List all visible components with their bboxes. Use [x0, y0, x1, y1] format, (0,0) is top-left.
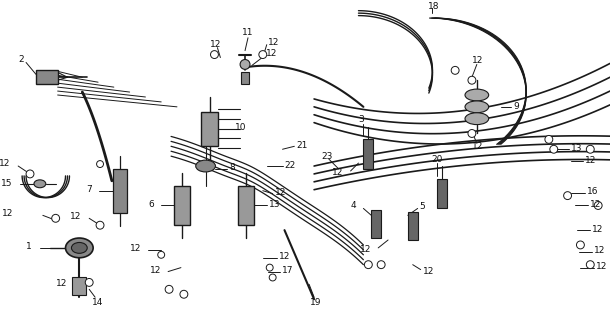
Text: 19: 19 — [310, 298, 321, 307]
Text: 13: 13 — [570, 144, 582, 153]
Text: 11: 11 — [242, 28, 254, 37]
Text: 3: 3 — [359, 115, 364, 124]
Ellipse shape — [65, 238, 93, 258]
Text: 12: 12 — [209, 40, 221, 49]
Text: 12: 12 — [592, 225, 604, 234]
Circle shape — [165, 285, 173, 293]
Circle shape — [564, 192, 572, 200]
Text: 20: 20 — [431, 155, 443, 164]
Circle shape — [468, 130, 476, 137]
Text: 12: 12 — [0, 159, 10, 168]
Text: 2: 2 — [18, 55, 24, 64]
Text: 12: 12 — [2, 209, 13, 218]
Circle shape — [269, 274, 276, 281]
Text: 12: 12 — [150, 266, 161, 275]
Circle shape — [180, 290, 188, 298]
Text: 9: 9 — [514, 102, 519, 111]
Text: 21: 21 — [296, 141, 307, 150]
Bar — [238, 186, 254, 225]
Text: 22: 22 — [284, 161, 296, 170]
Text: 6: 6 — [149, 200, 154, 209]
Circle shape — [364, 261, 372, 268]
Bar — [113, 169, 127, 213]
Text: 17: 17 — [282, 266, 293, 275]
Ellipse shape — [71, 243, 87, 253]
Text: 12: 12 — [423, 267, 434, 276]
Text: 12: 12 — [279, 252, 290, 261]
Bar — [364, 140, 373, 169]
Circle shape — [468, 76, 476, 84]
Circle shape — [240, 60, 250, 69]
Text: 7: 7 — [87, 185, 92, 194]
Ellipse shape — [34, 180, 46, 188]
Ellipse shape — [196, 160, 215, 172]
Bar — [241, 72, 249, 84]
Text: 12: 12 — [586, 156, 597, 164]
Ellipse shape — [465, 101, 489, 113]
Text: 12: 12 — [590, 200, 601, 209]
Text: 12: 12 — [360, 245, 371, 254]
Circle shape — [26, 170, 34, 178]
Ellipse shape — [465, 89, 489, 101]
Text: 12: 12 — [274, 188, 286, 197]
Text: 12: 12 — [472, 142, 483, 151]
Text: 12: 12 — [332, 168, 343, 177]
Bar — [73, 277, 86, 295]
Text: 23: 23 — [321, 152, 332, 161]
Text: 12: 12 — [266, 49, 277, 58]
Text: 12: 12 — [268, 38, 279, 47]
Text: 5: 5 — [420, 202, 425, 211]
Text: 14: 14 — [92, 298, 104, 307]
Circle shape — [96, 161, 104, 167]
Bar — [174, 186, 190, 225]
Bar — [371, 211, 381, 238]
Circle shape — [545, 135, 553, 143]
Circle shape — [377, 261, 385, 268]
Text: 12: 12 — [472, 56, 483, 65]
Text: 13: 13 — [269, 200, 280, 209]
Circle shape — [158, 251, 165, 258]
Text: 12: 12 — [56, 279, 68, 288]
Text: 12: 12 — [70, 212, 81, 221]
Text: 10: 10 — [235, 123, 246, 132]
Text: 12: 12 — [596, 262, 608, 271]
Bar — [437, 179, 447, 208]
Text: 15: 15 — [1, 179, 12, 188]
Text: 18: 18 — [428, 2, 439, 11]
Text: 12: 12 — [130, 244, 142, 253]
Text: 12: 12 — [594, 246, 606, 255]
Circle shape — [576, 241, 584, 249]
Bar — [36, 70, 57, 84]
Circle shape — [266, 264, 273, 271]
Circle shape — [586, 145, 594, 153]
Bar — [201, 112, 218, 146]
Text: 8: 8 — [229, 164, 235, 172]
Text: 1: 1 — [26, 243, 32, 252]
Circle shape — [52, 214, 60, 222]
Text: 4: 4 — [351, 201, 356, 210]
Circle shape — [586, 261, 594, 268]
Circle shape — [85, 278, 93, 286]
Circle shape — [96, 221, 104, 229]
Bar — [408, 212, 418, 240]
Circle shape — [550, 145, 558, 153]
Text: 16: 16 — [587, 187, 599, 196]
Ellipse shape — [465, 113, 489, 124]
Circle shape — [259, 51, 267, 59]
Circle shape — [451, 67, 459, 74]
Circle shape — [210, 51, 218, 59]
Circle shape — [594, 202, 602, 209]
